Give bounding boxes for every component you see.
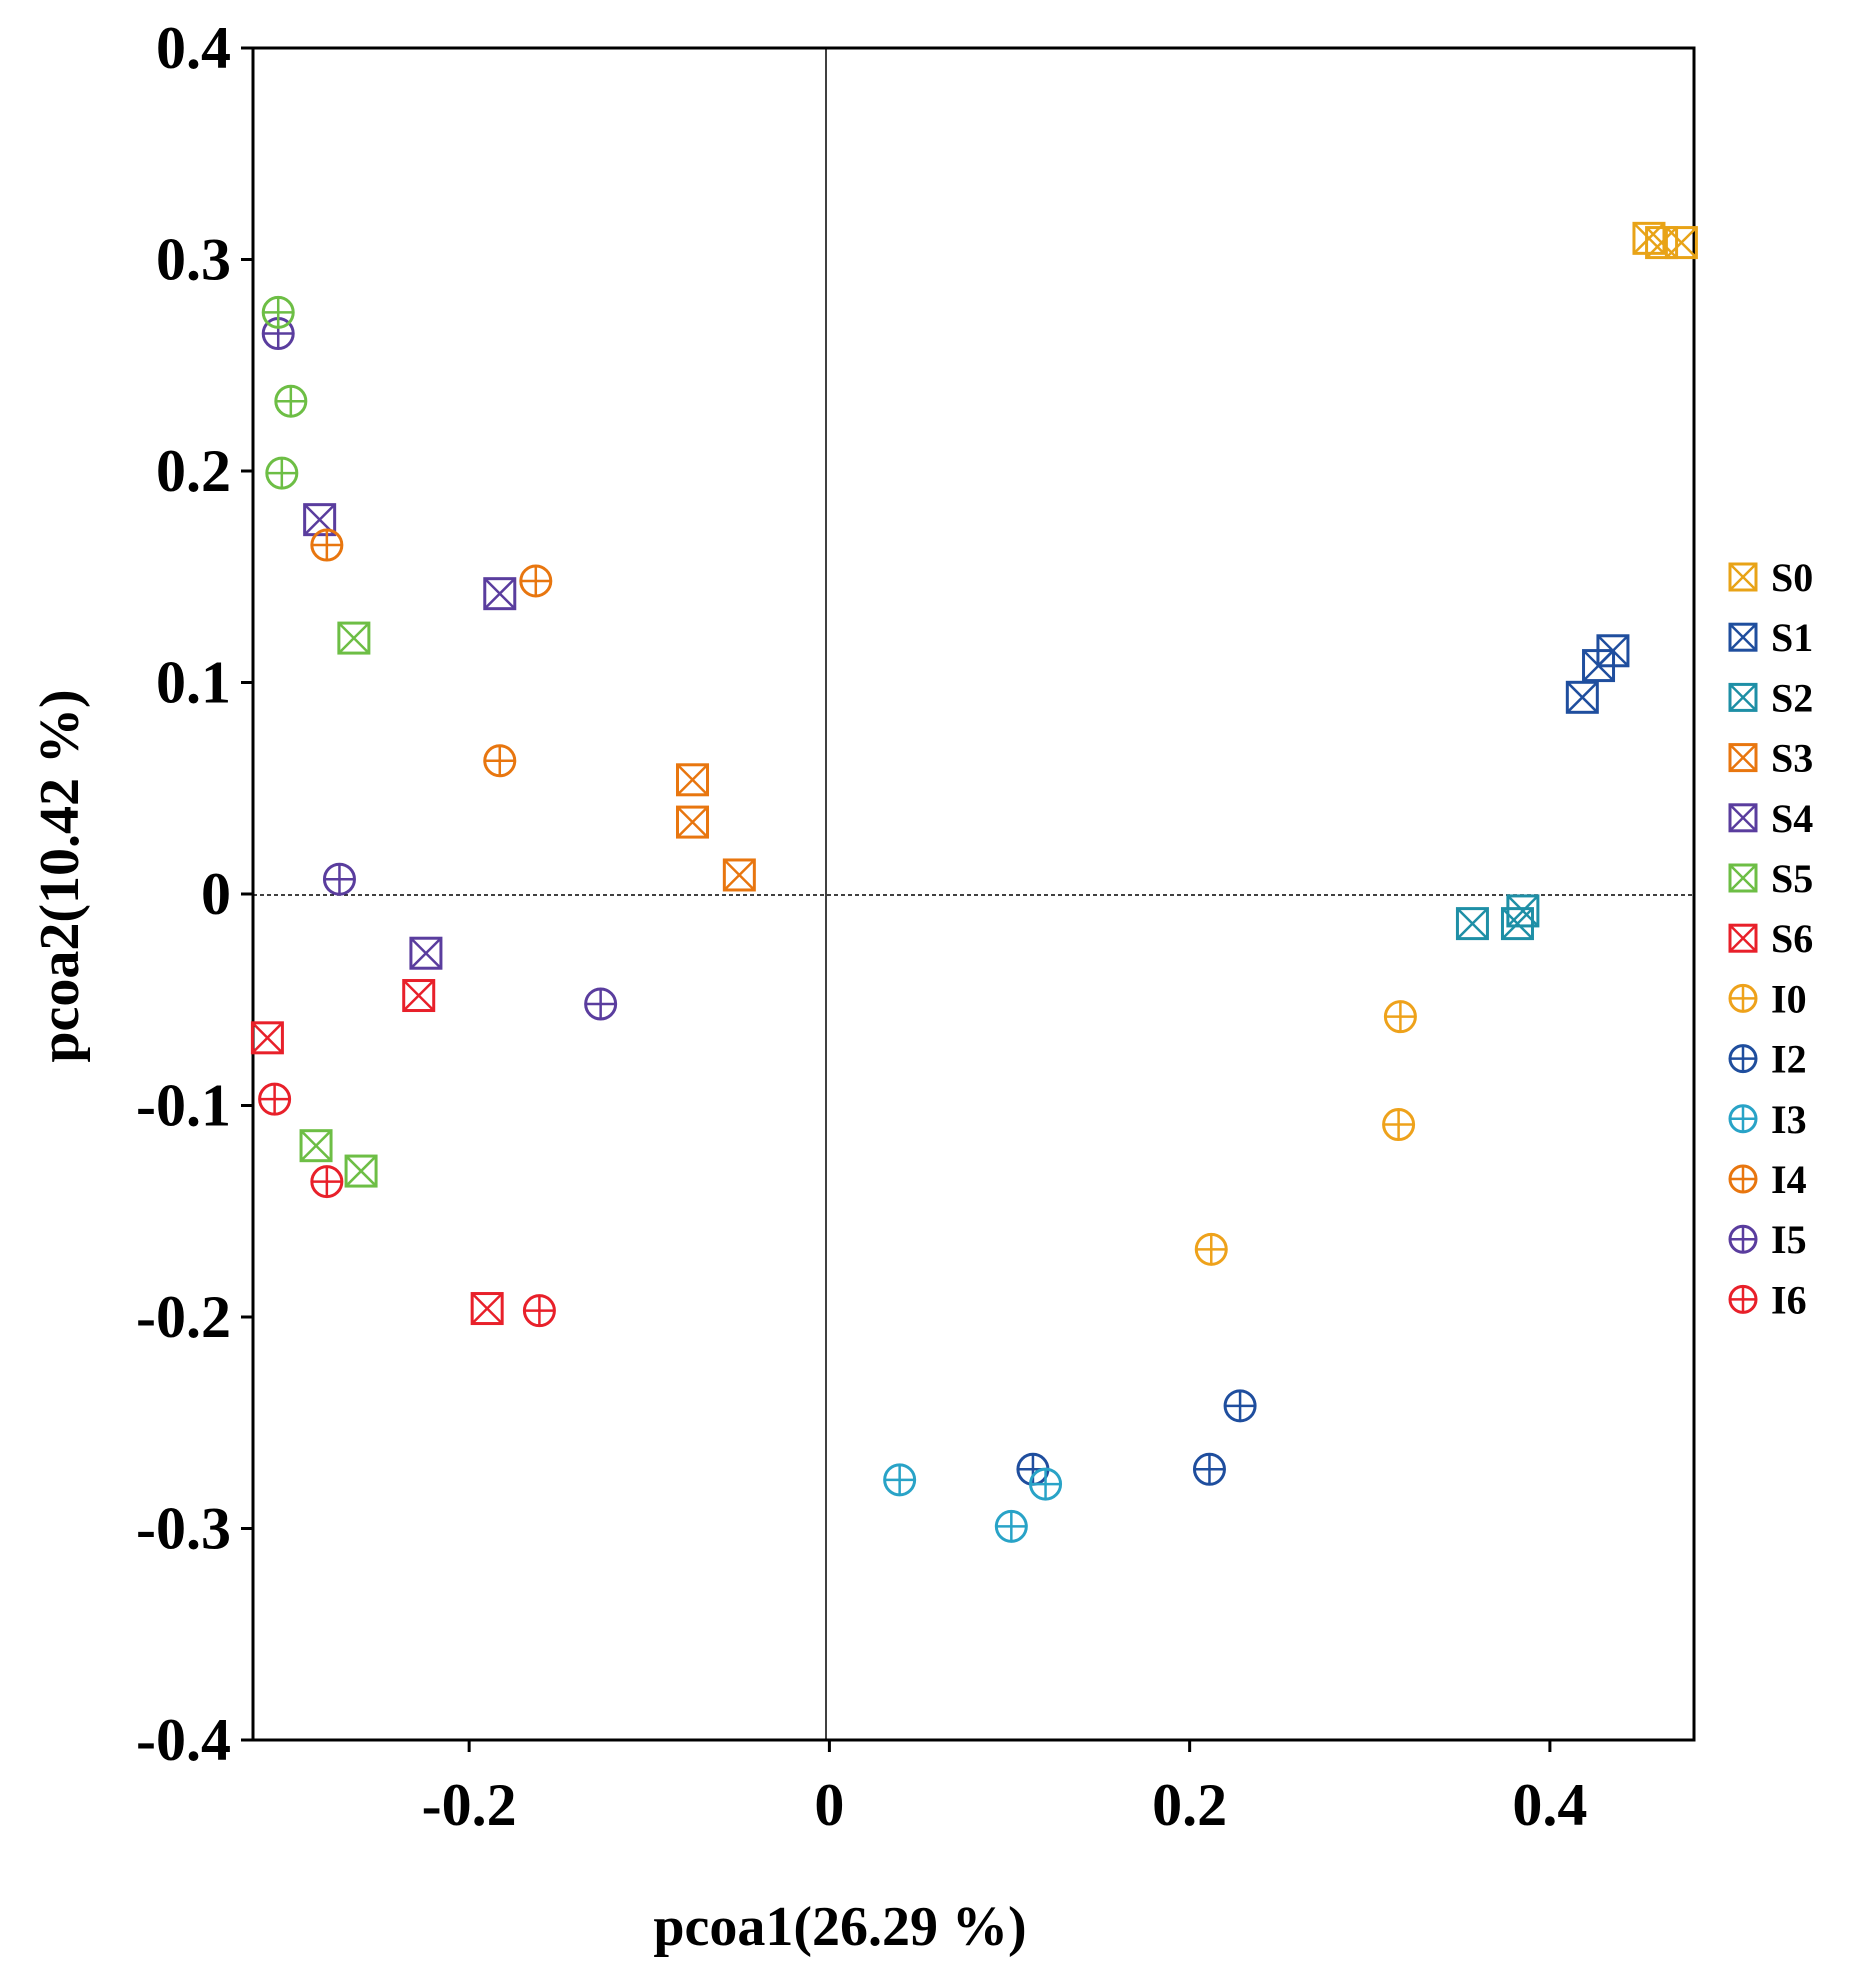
unlabeled-data-point xyxy=(265,456,299,490)
i4-data-point xyxy=(519,564,553,598)
y-tick-label: -0.1 xyxy=(136,1073,231,1139)
s1-data-point xyxy=(1596,634,1630,668)
legend-marker-s2 xyxy=(1728,682,1758,712)
s2-data-point xyxy=(1506,894,1540,928)
i3-data-point xyxy=(1029,1467,1063,1501)
y-tick-label: -0.3 xyxy=(136,1496,231,1562)
y-tick-label: -0.4 xyxy=(136,1707,231,1773)
legend-label-s5: S5 xyxy=(1771,856,1813,901)
legend-label-s6: S6 xyxy=(1771,916,1813,961)
x-axis-title: pcoa1(26.29 %) xyxy=(653,1896,1026,1958)
y-axis-ticks: 0.4 0.3 0.2 0.1 0 -0.1 -0.2 -0.3 -0.4 xyxy=(136,15,253,1773)
s6-data-point xyxy=(250,1021,284,1055)
y-tick-label: -0.2 xyxy=(136,1284,231,1350)
legend: S0 S1 S2 S3 S4 S5 S6 I0 I2 I3 I4 I5 I6 xyxy=(1728,555,1813,1322)
legend-label-i0: I0 xyxy=(1771,976,1807,1021)
legend-label-s3: S3 xyxy=(1771,736,1813,781)
s4-data-point xyxy=(483,577,517,611)
s6-data-point xyxy=(402,979,436,1013)
s4-data-point xyxy=(409,936,443,970)
legend-marker-i4 xyxy=(1728,1164,1758,1194)
i6-data-point xyxy=(522,1294,556,1328)
legend-label-s4: S4 xyxy=(1771,796,1813,841)
i4-data-point xyxy=(483,744,517,778)
legend-marker-i5 xyxy=(1728,1224,1758,1254)
legend-marker-s5 xyxy=(1728,863,1758,893)
i2-data-point xyxy=(1223,1389,1257,1423)
legend-marker-i3 xyxy=(1728,1104,1758,1134)
unlabeled-data-point xyxy=(261,295,295,329)
legend-label-s2: S2 xyxy=(1771,675,1813,720)
i5-data-point xyxy=(322,862,356,896)
s3-data-point xyxy=(676,763,710,797)
legend-label-s1: S1 xyxy=(1771,615,1813,660)
legend-marker-s0 xyxy=(1728,562,1758,592)
i0-data-point xyxy=(1194,1232,1228,1266)
i6-data-point xyxy=(258,1082,292,1116)
i0-data-point xyxy=(1382,1108,1416,1142)
legend-label-i6: I6 xyxy=(1771,1277,1807,1322)
s1-data-point xyxy=(1565,680,1599,714)
x-tick-label: 0.4 xyxy=(1512,1772,1587,1838)
legend-label-i5: I5 xyxy=(1771,1217,1807,1262)
legend-marker-s3 xyxy=(1728,743,1758,773)
y-tick-label: 0 xyxy=(201,861,231,927)
legend-label-i3: I3 xyxy=(1771,1097,1807,1142)
x-tick-label: -0.2 xyxy=(422,1772,517,1838)
plot-frame xyxy=(251,46,1696,1742)
s5-data-point xyxy=(344,1154,378,1188)
s2-data-point xyxy=(1455,907,1489,941)
legend-marker-s6 xyxy=(1728,923,1758,953)
s3-data-point xyxy=(722,858,756,892)
i5-data-point xyxy=(584,987,618,1021)
s0-data-point xyxy=(1664,226,1698,260)
data-points xyxy=(250,221,1698,1543)
legend-label-i2: I2 xyxy=(1771,1037,1807,1082)
y-tick-label: 0.4 xyxy=(156,15,231,81)
s5-data-point xyxy=(299,1129,333,1163)
legend-marker-i0 xyxy=(1728,983,1758,1013)
y-tick-label: 0.1 xyxy=(156,650,231,716)
legend-marker-s1 xyxy=(1728,622,1758,652)
y-tick-label: 0.2 xyxy=(156,438,231,504)
x-tick-label: 0 xyxy=(814,1772,844,1838)
s5-data-point xyxy=(337,621,371,655)
i6-data-point xyxy=(310,1165,344,1199)
unlabeled-data-point xyxy=(274,384,308,418)
legend-marker-i6 xyxy=(1728,1284,1758,1314)
i4-data-point xyxy=(310,528,344,562)
x-tick-label: 0.2 xyxy=(1152,1772,1227,1838)
legend-label-s0: S0 xyxy=(1771,555,1813,600)
x-axis-ticks: -0.2 0 0.2 0.4 xyxy=(422,1740,1587,1838)
i2-data-point xyxy=(1192,1452,1226,1486)
i3-data-point xyxy=(994,1509,1028,1543)
legend-label-i4: I4 xyxy=(1771,1157,1807,1202)
y-tick-label: 0.3 xyxy=(156,227,231,293)
y-axis-title: pcoa2(10.42 %) xyxy=(29,689,91,1062)
i0-data-point xyxy=(1383,1000,1417,1034)
s3-data-point xyxy=(676,805,710,839)
i3-data-point xyxy=(883,1463,917,1497)
legend-marker-i2 xyxy=(1728,1044,1758,1074)
s6-data-point xyxy=(470,1292,504,1326)
legend-marker-s4 xyxy=(1728,803,1758,833)
